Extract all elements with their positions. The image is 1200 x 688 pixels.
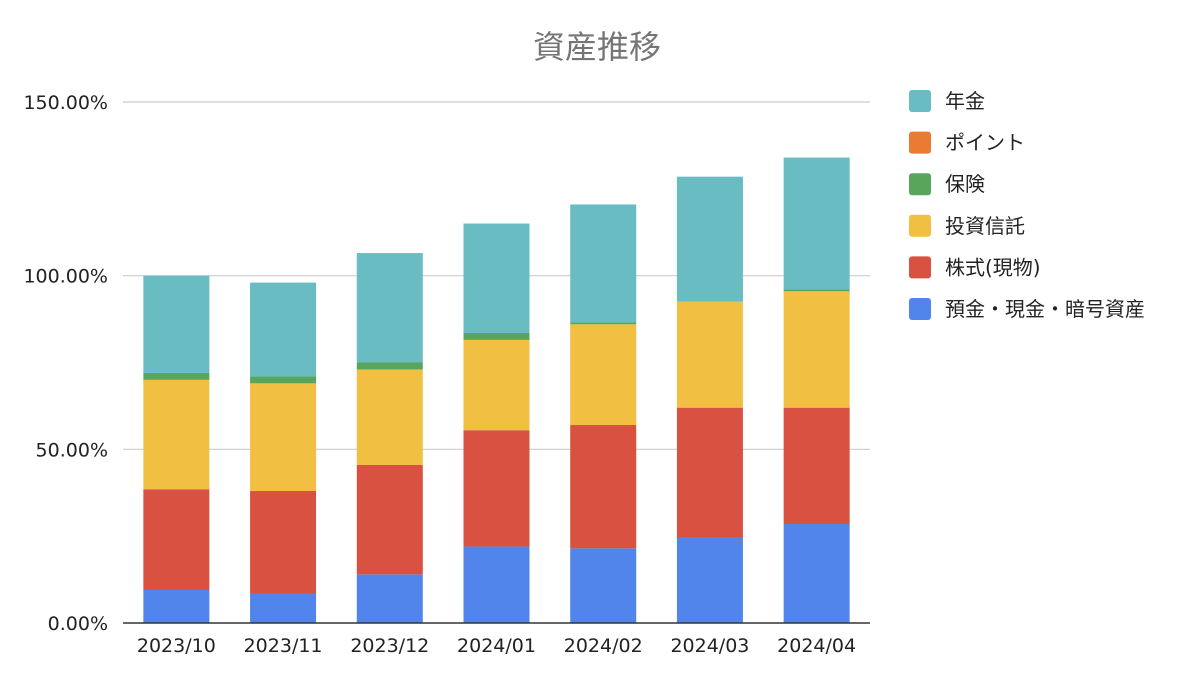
x-tick-label: 2023/12 (350, 635, 429, 657)
x-tick-label: 2024/02 (564, 635, 643, 657)
bar-segment[interactable] (463, 430, 530, 547)
bar-segment[interactable] (356, 362, 423, 370)
legend-swatch (909, 256, 931, 279)
bar-segment[interactable] (783, 291, 850, 408)
bar-segment[interactable] (783, 407, 850, 525)
bar-segment[interactable] (250, 282, 317, 377)
bar-segment[interactable] (143, 489, 210, 591)
bar-segment[interactable] (570, 548, 637, 623)
bar-segment[interactable] (250, 491, 317, 594)
y-tick-label: 50.00% (36, 439, 108, 461)
legend-label: 預金・現金・暗号資産 (945, 297, 1145, 321)
legend-item[interactable]: 投資信託 (909, 214, 1025, 238)
x-axis-tick-labels: 2023/10 2023/11 2023/12 2024/01 2024/02 2024/… (137, 635, 856, 657)
legend-label: 年金 (945, 89, 985, 113)
y-tick-label: 100.00% (23, 266, 108, 288)
chart-title: 資産推移 (533, 28, 661, 66)
bar-segment[interactable] (463, 546, 530, 623)
bar-segment[interactable] (250, 593, 317, 623)
bar-segment[interactable] (570, 322, 637, 325)
legend-item[interactable]: 年金 (909, 89, 985, 113)
bar-stack[interactable] (783, 157, 850, 623)
bar-segment[interactable] (676, 537, 743, 623)
x-tick-label: 2023/10 (137, 635, 216, 657)
bar-segment[interactable] (570, 425, 637, 549)
bar-segment[interactable] (356, 574, 423, 623)
bar-segment[interactable] (250, 383, 317, 492)
bar-segment[interactable] (676, 176, 743, 302)
bar-segment[interactable] (783, 524, 850, 623)
bar-stack[interactable] (676, 176, 743, 623)
bar-segment[interactable] (143, 379, 210, 490)
bar-stack[interactable] (250, 282, 317, 623)
legend-swatch (909, 90, 931, 112)
legend-label: 株式(現物) (945, 255, 1041, 279)
y-axis-tick-labels: 0.00% 50.00% 100.00% 150.00% (23, 92, 108, 635)
x-tick-label: 2024/03 (670, 635, 749, 657)
y-tick-label: 150.00% (23, 92, 108, 114)
legend-item[interactable]: 預金・現金・暗号資産 (909, 297, 1145, 321)
bar-segment[interactable] (250, 376, 317, 384)
bar-segment[interactable] (356, 253, 423, 363)
legend-label: 投資信託 (945, 214, 1025, 238)
legend-swatch (909, 298, 931, 320)
bar-segment[interactable] (783, 289, 850, 292)
bar-segment[interactable] (783, 157, 850, 290)
legend-label: ポイント (945, 131, 1025, 155)
bar-segment[interactable] (143, 275, 210, 373)
legend-swatch (909, 173, 931, 196)
bar-segment[interactable] (676, 301, 743, 408)
bar-segment[interactable] (356, 464, 423, 575)
bar-stack[interactable] (356, 253, 423, 623)
legend-swatch (909, 131, 931, 154)
x-tick-label: 2024/04 (777, 635, 856, 657)
bar-segment[interactable] (463, 339, 530, 431)
bar-segment[interactable] (570, 324, 637, 426)
bar-segment[interactable] (463, 223, 530, 333)
bar-stack[interactable] (143, 275, 210, 623)
x-tick-label: 2023/11 (244, 635, 323, 657)
bar-segment[interactable] (143, 590, 210, 623)
bar-segment[interactable] (676, 407, 743, 538)
bar-segment[interactable] (463, 332, 530, 340)
bar-segment[interactable] (356, 369, 423, 465)
legend-item[interactable]: 株式(現物) (909, 255, 1041, 279)
bar-segment[interactable] (143, 372, 210, 380)
legend-label: 保険 (945, 172, 985, 196)
bar-segment[interactable] (570, 204, 637, 323)
y-tick-label: 0.00% (48, 613, 108, 635)
bars (143, 157, 850, 623)
bar-stack[interactable] (463, 223, 530, 623)
bar-stack[interactable] (570, 204, 637, 623)
legend-item[interactable]: ポイント (909, 131, 1025, 155)
legend-swatch (909, 214, 931, 237)
x-tick-label: 2024/01 (457, 635, 536, 657)
legend-item[interactable]: 保険 (909, 172, 985, 196)
